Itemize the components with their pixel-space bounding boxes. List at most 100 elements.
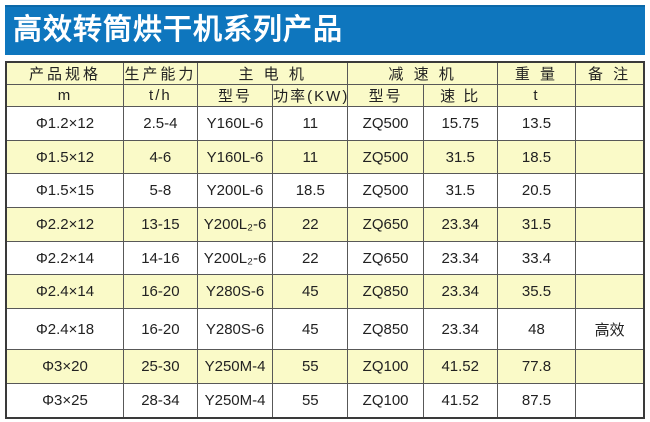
header-group-3: 减 速 机 [347,61,498,85]
cell-capacity: 5-8 [122,173,198,209]
cell-motor-model: Y250M-4 [196,382,274,419]
cell-reducer-model: ZQ850 [347,274,424,310]
cell-weight: 20.5 [496,173,577,209]
cell-capacity: 16-20 [122,274,198,310]
cell-reducer-ratio: 41.52 [422,382,498,419]
cell-motor-power: 55 [272,382,349,419]
header-group-4: 重 量 [496,61,577,85]
cell-weight: 18.5 [496,139,577,175]
table-row: Φ3×20 25-30 Y250M-4 55 ZQ100 41.52 77.8 [5,349,645,384]
cell-remark [575,139,645,175]
cell-motor-power: 55 [272,349,349,384]
cell-reducer-model: ZQ100 [347,349,424,384]
cell-motor-power: 45 [272,308,349,351]
header-group-5: 备 注 [575,61,645,85]
cell-motor-power: 18.5 [272,173,349,209]
header-unit-remark [575,84,645,107]
cell-spec: Φ2.4×18 [5,308,124,351]
header-unit-motor-power: 功率(KW) [272,84,349,107]
cell-remark [575,106,645,141]
table-row: Φ2.4×18 16-20 Y280S-6 45 ZQ850 23.34 48 高效 [5,308,645,351]
cell-capacity: 14-16 [122,240,198,276]
header-group-2: 主 电 机 [196,61,349,85]
cell-motor-model: Y200L₂-6 [196,207,274,242]
header-group-0: 产品规格 [5,61,124,85]
header-group-1: 生产能力 [122,61,198,85]
cell-motor-power: 45 [272,274,349,310]
header-unit-motor-model: 型号 [196,84,274,107]
cell-remark [575,349,645,384]
cell-reducer-ratio: 23.34 [422,308,498,351]
cell-spec: Φ1.2×12 [5,106,124,141]
cell-remark [575,173,645,209]
cell-spec: Φ3×20 [5,349,124,384]
cell-spec: Φ2.4×14 [5,274,124,310]
cell-motor-model: Y200L-6 [196,173,274,209]
cell-spec: Φ2.2×14 [5,240,124,276]
cell-motor-model: Y160L-6 [196,139,274,175]
cell-capacity: 28-34 [122,382,198,419]
cell-reducer-ratio: 15.75 [422,106,498,141]
cell-weight: 31.5 [496,207,577,242]
cell-remark [575,274,645,310]
cell-weight: 13.5 [496,106,577,141]
cell-weight: 87.5 [496,382,577,419]
cell-capacity: 4-6 [122,139,198,175]
cell-motor-power: 22 [272,207,349,242]
cell-reducer-model: ZQ500 [347,139,424,175]
table-body: Φ1.2×12 2.5-4 Y160L-6 11 ZQ500 15.75 13.5 Φ1.5×… [5,106,645,419]
cell-weight: 35.5 [496,274,577,310]
cell-reducer-ratio: 31.5 [422,173,498,209]
header-unit-reducer-ratio: 速 比 [422,84,498,107]
cell-spec: Φ1.5×12 [5,139,124,175]
cell-motor-model: Y280S-6 [196,308,274,351]
table-row: Φ3×25 28-34 Y250M-4 55 ZQ100 41.52 87.5 [5,382,645,419]
cell-capacity: 13-15 [122,207,198,242]
header-unit-weight: t [496,84,577,107]
cell-weight: 77.8 [496,349,577,384]
cell-remark [575,382,645,419]
cell-reducer-ratio: 23.34 [422,240,498,276]
header-group-row: 产品规格 生产能力主 电 机减 速 机重 量备 注 [5,61,645,85]
table-header: 产品规格 生产能力主 电 机减 速 机重 量备 注 m t/h 型号 功率(KW) 型号速… [5,61,645,107]
table-row: Φ2.4×14 16-20 Y280S-6 45 ZQ850 23.34 35.5 [5,274,645,310]
cell-spec: Φ3×25 [5,382,124,419]
cell-reducer-model: ZQ650 [347,240,424,276]
cell-reducer-model: ZQ500 [347,173,424,209]
cell-spec: Φ2.2×12 [5,207,124,242]
cell-remark [575,240,645,276]
table-row: Φ1.5×12 4-6 Y160L-6 11 ZQ500 31.5 18.5 [5,139,645,175]
cell-motor-power: 11 [272,139,349,175]
cell-motor-model: Y280S-6 [196,274,274,310]
cell-motor-power: 11 [272,106,349,141]
table-row: Φ1.5×15 5-8 Y200L-6 18.5 ZQ500 31.5 20.5 [5,173,645,209]
cell-weight: 48 [496,308,577,351]
cell-motor-power: 22 [272,240,349,276]
cell-reducer-model: ZQ650 [347,207,424,242]
cell-reducer-ratio: 23.34 [422,274,498,310]
cell-motor-model: Y200L₂-6 [196,240,274,276]
cell-reducer-model: ZQ100 [347,382,424,419]
header-unit-spec: m [5,84,124,107]
cell-capacity: 16-20 [122,308,198,351]
cell-capacity: 2.5-4 [122,106,198,141]
cell-motor-model: Y160L-6 [196,106,274,141]
table-row: Φ2.2×14 14-16 Y200L₂-6 22 ZQ650 23.34 33.4 [5,240,645,276]
page-title: 高效转筒烘干机系列产品 [5,5,645,55]
header-unit-reducer-model: 型号 [347,84,424,107]
cell-motor-model: Y250M-4 [196,349,274,384]
cell-reducer-ratio: 23.34 [422,207,498,242]
cell-reducer-model: ZQ850 [347,308,424,351]
cell-capacity: 25-30 [122,349,198,384]
dryer-spec-table: 产品规格 生产能力主 电 机减 速 机重 量备 注 m t/h 型号 功率(KW) 型号速… [5,61,645,419]
cell-spec: Φ1.5×15 [5,173,124,209]
header-unit-capacity: t/h [122,84,198,107]
table-row: Φ1.2×12 2.5-4 Y160L-6 11 ZQ500 15.75 13.5 [5,106,645,141]
cell-reducer-model: ZQ500 [347,106,424,141]
cell-reducer-ratio: 41.52 [422,349,498,384]
cell-remark: 高效 [575,308,645,351]
cell-remark [575,207,645,242]
table-row: Φ2.2×12 13-15 Y200L₂-6 22 ZQ650 23.34 31.5 [5,207,645,242]
